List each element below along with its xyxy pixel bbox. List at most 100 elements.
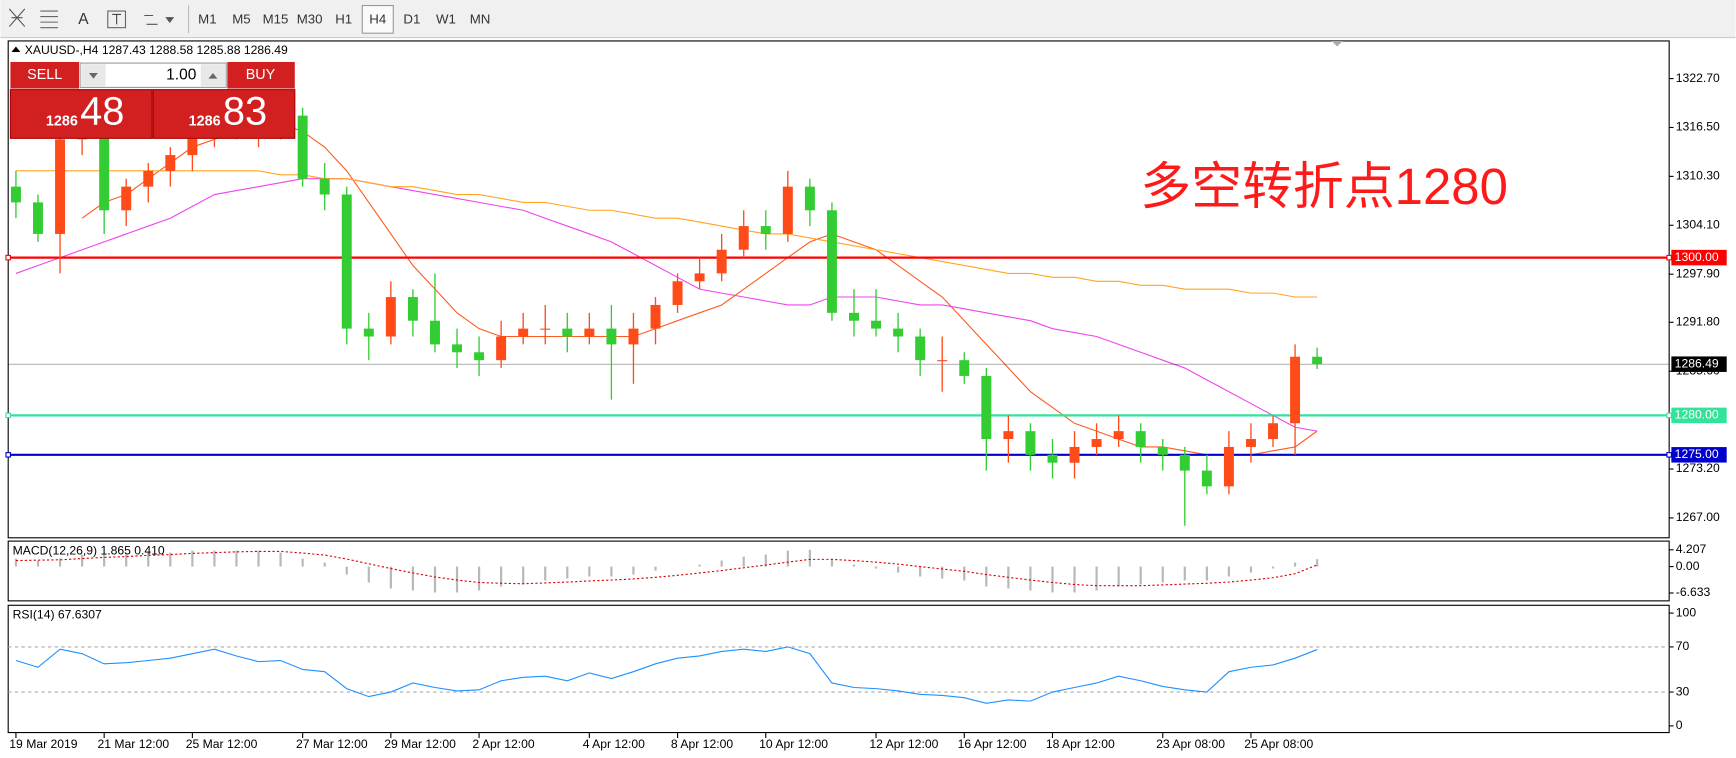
one-click-trading: SELL 1.00 BUY 1286 48 1286 83 — [9, 61, 296, 139]
price-label-bg — [1671, 407, 1727, 424]
candle-body — [1047, 454, 1058, 463]
candle-body — [165, 155, 176, 171]
candle-body — [915, 336, 926, 361]
candle-body — [385, 297, 396, 337]
period-sep-button[interactable] — [40, 10, 58, 29]
timeframe-button[interactable]: M30 — [297, 11, 323, 26]
candle-body — [1069, 446, 1080, 463]
y-tick-label: 70 — [1676, 639, 1690, 653]
y-tick-label: 30 — [1676, 684, 1690, 698]
lot-value: 1.00 — [166, 66, 196, 83]
ask-big: 1286 — [189, 114, 221, 130]
timeframe-button[interactable]: H1 — [335, 11, 352, 26]
price-plot: 多空转折点1280 — [8, 99, 1670, 526]
timeframe-button[interactable]: M1 — [198, 11, 216, 26]
timeframe-active — [361, 4, 394, 34]
line-handle — [5, 452, 11, 458]
candle-body — [694, 273, 705, 282]
annotation: 多空转折点1280 — [1140, 158, 1508, 215]
header-arrow — [11, 46, 21, 53]
timeframe-button[interactable]: H4 — [369, 11, 386, 26]
timeframe-button[interactable]: MN — [470, 11, 491, 26]
y-tick-label: 1273.20 — [1676, 461, 1720, 475]
price-label-bg — [1671, 356, 1727, 372]
ask-box[interactable] — [152, 89, 296, 139]
candle-body — [849, 312, 859, 321]
candle-body — [540, 328, 551, 330]
open: 1287.43 — [102, 43, 146, 57]
axes: 1322.70 1316.50 1310.30 1304.10 1297.90 1291.… — [5, 71, 1727, 751]
y-tick-label: 4.207 — [1676, 542, 1707, 556]
candle-body — [407, 297, 418, 321]
y-tick-label: 1316.50 — [1676, 120, 1720, 134]
rsi-panel-frame — [7, 604, 1670, 734]
low: 1285.88 — [197, 43, 241, 57]
line-handle — [5, 254, 11, 261]
candle-body — [1113, 431, 1124, 440]
price-label-bg — [1671, 249, 1727, 266]
candle-body — [55, 139, 66, 234]
x-tick-label: 25 Apr 08:00 — [1244, 737, 1313, 751]
candle-body — [99, 123, 110, 211]
y-tick-label: 1310.30 — [1676, 169, 1720, 183]
line-handle — [5, 412, 11, 419]
price-label: 1286.49 — [1675, 356, 1719, 370]
text-tool-button[interactable]: A — [78, 11, 89, 28]
candle-body — [782, 186, 793, 234]
x-tick-label: 10 Apr 12:00 — [759, 737, 828, 751]
candle-body — [33, 202, 43, 234]
x-tick-label: 12 Apr 12:00 — [869, 737, 938, 751]
candle-body — [738, 226, 749, 250]
rsi-line — [15, 646, 1318, 704]
x-tick-label: 23 Apr 08:00 — [1156, 737, 1225, 751]
y-tick-label: 0 — [1676, 718, 1683, 732]
line-handle — [1666, 452, 1672, 458]
timeframe-button[interactable]: M5 — [232, 11, 250, 26]
candle-body — [804, 186, 815, 211]
candle-body — [1268, 423, 1278, 440]
candle-body — [429, 320, 440, 345]
lot-down-arrow — [88, 73, 98, 79]
candle-body — [341, 194, 352, 329]
timeframe-group: M1 M5 M15 M30 H1 H4 D1 W1 MN — [198, 4, 491, 34]
macd-signal — [15, 550, 1318, 587]
ask-small: 83 — [223, 89, 267, 133]
price-panel-frame — [7, 40, 1670, 539]
line-handle — [1666, 254, 1672, 261]
bid-box[interactable] — [9, 89, 153, 139]
candle-body — [1245, 439, 1256, 447]
y-tick-label: -6.633 — [1676, 585, 1711, 599]
symbol: XAUUSD-,H4 — [25, 43, 99, 57]
timeframe-button[interactable]: W1 — [436, 11, 456, 26]
candle-body — [606, 328, 617, 345]
candle-body — [584, 328, 595, 337]
toolbar-bg — [0, 0, 1736, 38]
chart-header-text: XAUUSD-,H4 1287.43 1288.58 1285.88 1286.… — [25, 43, 288, 57]
candle-body — [1157, 446, 1168, 455]
buy-button[interactable] — [227, 61, 295, 89]
candle-body — [452, 344, 462, 353]
x-tick-label: 2 Apr 12:00 — [472, 737, 534, 751]
candle-body — [628, 328, 639, 345]
crosshair-button[interactable] — [8, 8, 26, 27]
y-tick-label: 0.00 — [1676, 559, 1700, 573]
x-tick-label: 18 Apr 12:00 — [1046, 737, 1115, 751]
candle-body — [1312, 356, 1323, 365]
sell-button[interactable] — [10, 61, 80, 89]
price-label: 1275.00 — [1675, 447, 1719, 461]
sell-label: SELL — [27, 67, 62, 83]
text-label-button[interactable] — [107, 10, 127, 29]
timeframe-button[interactable]: M15 — [263, 11, 289, 26]
candle-body — [937, 360, 948, 362]
arrows-button[interactable] — [144, 14, 175, 25]
candle-body — [363, 328, 374, 337]
panel-title: RSI(14) 67.6307 — [13, 607, 102, 621]
candle-body — [1290, 356, 1301, 424]
y-tick-label: 1297.90 — [1676, 266, 1720, 280]
y-tick-label: 1322.70 — [1676, 71, 1720, 85]
timeframe-button[interactable]: D1 — [403, 11, 420, 26]
bid-small: 48 — [80, 89, 124, 133]
candle-body — [1223, 446, 1234, 487]
candle-body — [981, 375, 992, 440]
